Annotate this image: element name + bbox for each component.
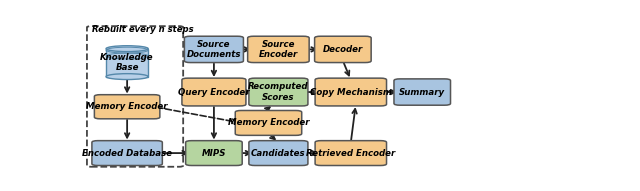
FancyBboxPatch shape: [92, 141, 163, 166]
FancyBboxPatch shape: [248, 36, 309, 63]
FancyBboxPatch shape: [236, 111, 301, 135]
Text: Knowledge
Base: Knowledge Base: [100, 53, 154, 72]
FancyBboxPatch shape: [394, 79, 451, 105]
Text: Recomputed
Scores: Recomputed Scores: [248, 82, 308, 102]
FancyBboxPatch shape: [184, 36, 243, 63]
Text: Memory Encoder: Memory Encoder: [228, 118, 309, 127]
FancyBboxPatch shape: [315, 141, 387, 166]
Text: Copy Mechanism: Copy Mechanism: [310, 87, 392, 96]
Text: Source
Encoder: Source Encoder: [259, 40, 298, 59]
Text: Rebuilt every n steps: Rebuilt every n steps: [92, 25, 194, 34]
Text: Decoder: Decoder: [323, 45, 363, 54]
FancyBboxPatch shape: [315, 36, 371, 63]
Text: Summary: Summary: [399, 87, 445, 96]
Text: Memory Encoder: Memory Encoder: [86, 102, 168, 111]
Bar: [106, 49, 148, 77]
FancyBboxPatch shape: [186, 141, 242, 166]
Ellipse shape: [106, 74, 148, 79]
Text: Encoded Database: Encoded Database: [82, 149, 172, 158]
Text: Query Encoder: Query Encoder: [178, 87, 250, 96]
Text: Candidates: Candidates: [251, 149, 306, 158]
FancyBboxPatch shape: [315, 78, 387, 106]
Text: MIPS: MIPS: [202, 149, 226, 158]
Text: Source
Documents: Source Documents: [187, 40, 241, 59]
Text: Retrieved Encoder: Retrieved Encoder: [306, 149, 396, 158]
FancyBboxPatch shape: [249, 141, 308, 166]
Ellipse shape: [106, 46, 148, 52]
FancyBboxPatch shape: [182, 78, 246, 106]
FancyBboxPatch shape: [94, 95, 160, 119]
FancyBboxPatch shape: [249, 78, 308, 106]
